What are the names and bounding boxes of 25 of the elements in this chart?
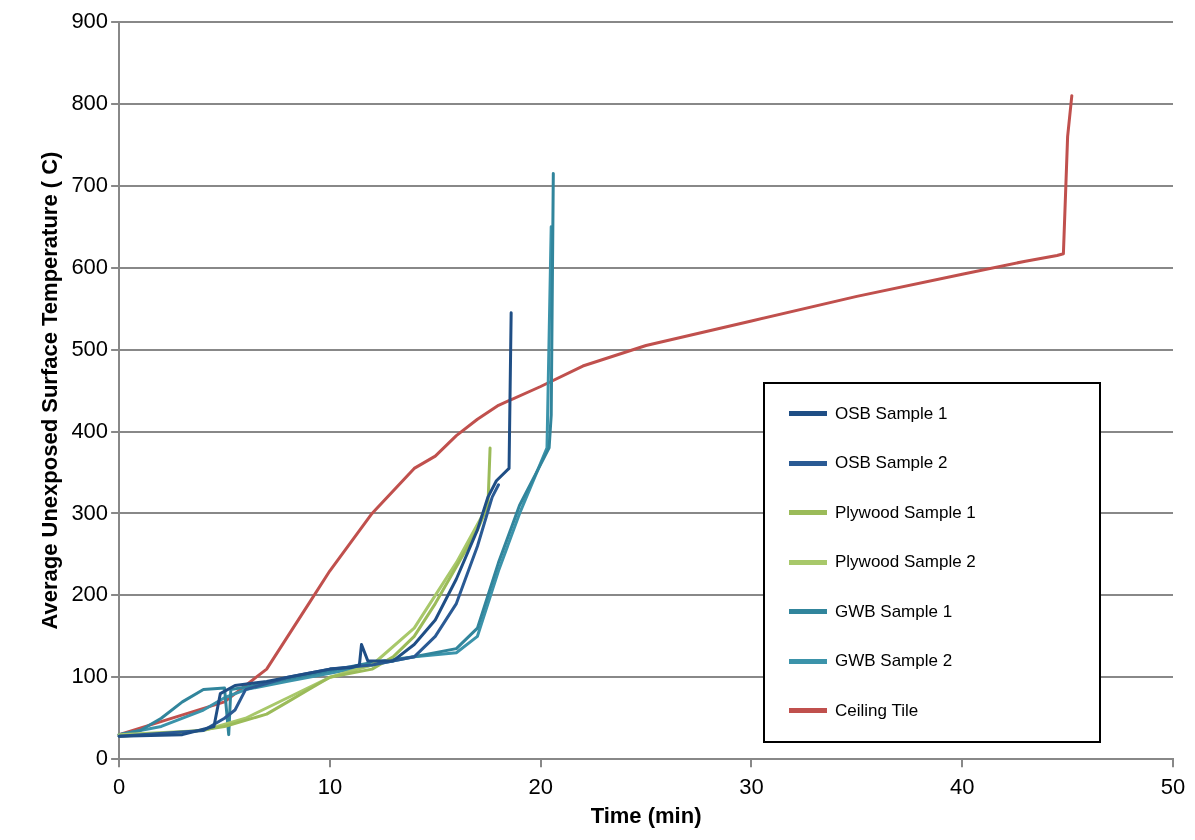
x-tick-label: 40 <box>949 774 975 800</box>
x-tick-label: 10 <box>317 774 343 800</box>
legend-label: Plywood Sample 1 <box>835 502 976 523</box>
y-tick-label: 100 <box>71 663 109 689</box>
x-axis-title: Time (min) <box>590 802 702 828</box>
y-tick-label: 500 <box>71 335 109 361</box>
y-tick-label: 300 <box>71 499 109 525</box>
legend-label: Plywood Sample 2 <box>835 552 976 573</box>
y-axis-title: Average Unexposed Surface Temperature ( C) <box>37 151 63 630</box>
legend-label: GWB Sample 1 <box>835 601 953 622</box>
y-tick-label: 700 <box>71 171 109 197</box>
x-tick-label: 0 <box>112 774 126 800</box>
legend-label: OSB Sample 2 <box>835 453 948 474</box>
y-tick-label: 900 <box>71 8 109 34</box>
x-tick-label: 50 <box>1160 774 1186 800</box>
y-tick-label: 600 <box>71 253 109 279</box>
legend-label: Ceiling Tile <box>835 700 919 721</box>
x-tick-label: 20 <box>528 774 553 800</box>
legend-label: OSB Sample 1 <box>835 403 948 424</box>
x-tick-label: 30 <box>739 774 764 800</box>
y-tick-label: 0 <box>95 745 109 771</box>
y-tick-label: 200 <box>71 581 109 607</box>
legend-label: GWB Sample 2 <box>835 651 953 672</box>
y-tick-label: 800 <box>71 89 109 115</box>
y-tick-label: 400 <box>71 417 109 443</box>
